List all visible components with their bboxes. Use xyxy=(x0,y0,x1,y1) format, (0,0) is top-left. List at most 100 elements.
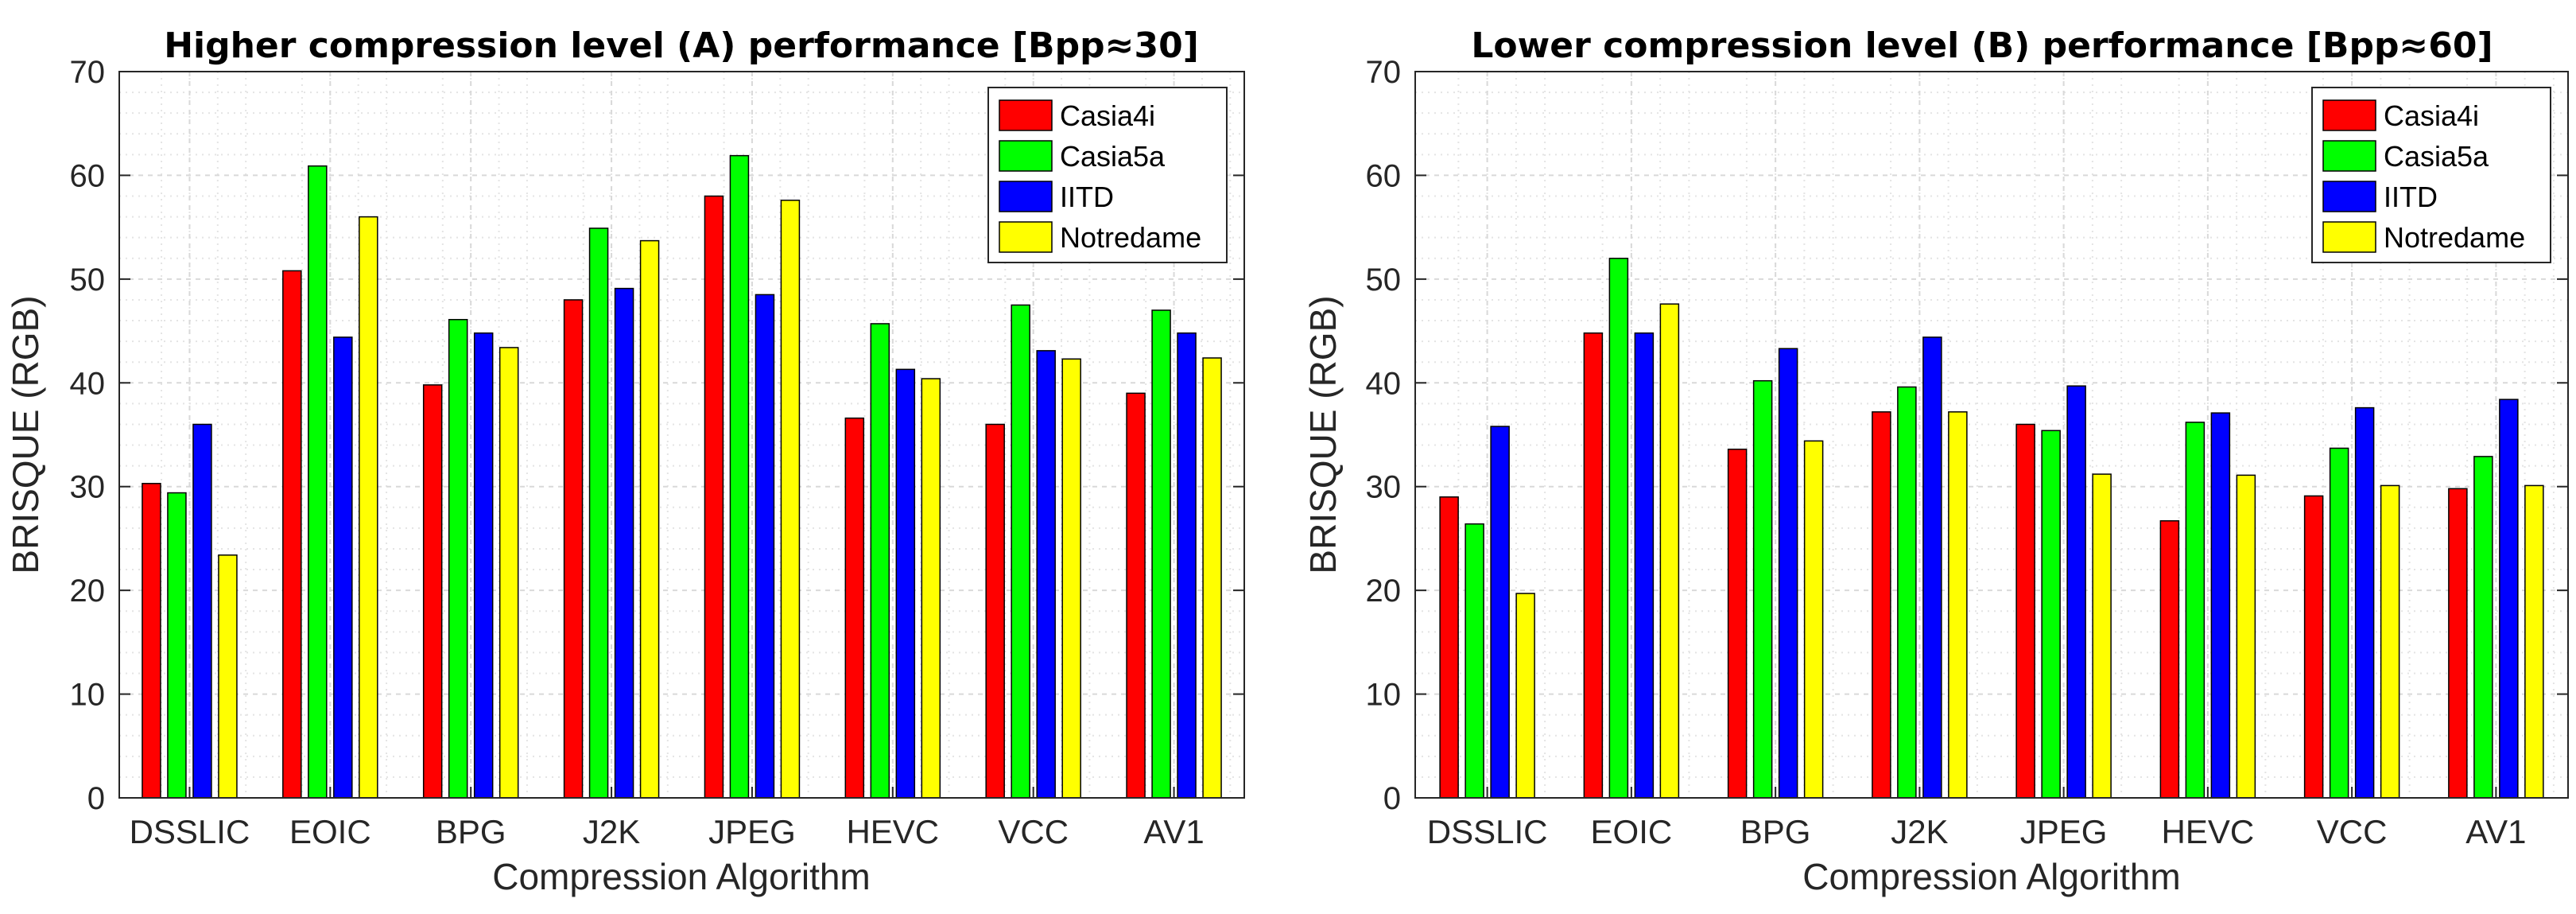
x-tick-label: BPG xyxy=(1740,813,1811,850)
y-tick-label: 50 xyxy=(1366,263,1402,298)
bar-iitd-dsslic xyxy=(1490,426,1510,799)
x-tick-label: EOIC xyxy=(289,813,371,850)
bar-iitd-j2k xyxy=(614,287,634,799)
y-tick-label: 0 xyxy=(87,781,105,816)
bar-casia4i-jpeg xyxy=(2015,423,2035,799)
bar-notredame-av1 xyxy=(2524,484,2544,799)
bar-notredame-hevc xyxy=(2236,474,2256,799)
bar-casia4i-av1 xyxy=(2448,488,2468,799)
bar-notredame-eoic xyxy=(359,216,378,799)
legend-label-notredame: Notredame xyxy=(2384,221,2525,254)
axes-box xyxy=(1414,71,2569,799)
bars xyxy=(1439,258,2544,799)
legend-swatch-casia5a xyxy=(999,140,1053,172)
x-ticks: DSSLIC EOIC BPG J2K JPEG HEVC VCC AV1 xyxy=(1427,787,2527,850)
legend-label-notredame: Notredame xyxy=(1060,221,1201,254)
legend-label-casia4i: Casia4i xyxy=(2384,99,2479,132)
x-tick-label: VCC xyxy=(2317,813,2388,850)
bar-casia5a-hevc xyxy=(870,323,890,799)
bar-casia5a-eoic xyxy=(1608,258,1629,799)
bar-iitd-vcc xyxy=(1036,350,1056,799)
chart-panel-a: 0 10 20 30 40 50 60 70 DSSLIC EOIC BPG J2K JPEG HEVC V… xyxy=(5,25,1245,897)
y-tick-label: 20 xyxy=(70,574,106,609)
bar-casia5a-jpeg xyxy=(2041,430,2061,799)
bar-casia4i-hevc xyxy=(2159,520,2180,799)
y-ticks: 0 10 20 30 40 50 60 70 xyxy=(1366,55,2568,816)
y-tick-label: 60 xyxy=(1366,158,1402,193)
bar-casia5a-jpeg xyxy=(729,154,750,799)
bar-iitd-j2k xyxy=(1922,336,1942,799)
bar-casia5a-vcc xyxy=(2329,447,2349,799)
bar-iitd-av1 xyxy=(1177,332,1197,799)
bar-casia4i-av1 xyxy=(1126,392,1146,799)
bar-notredame-vcc xyxy=(1061,358,1081,799)
bar-casia4i-vcc xyxy=(985,423,1005,799)
x-axis-label: Compression Algorithm xyxy=(1802,856,2181,897)
legend-swatch-iitd xyxy=(999,181,1053,212)
bar-iitd-dsslic xyxy=(192,423,212,799)
bar-casia4i-eoic xyxy=(282,270,302,799)
x-tick-label: HEVC xyxy=(2162,813,2255,850)
bar-casia4i-j2k xyxy=(563,299,584,799)
x-tick-label: J2K xyxy=(583,813,640,850)
bar-casia5a-eoic xyxy=(308,165,328,799)
bar-notredame-jpeg xyxy=(780,199,801,799)
legend-label-iitd: IITD xyxy=(1060,181,1114,213)
legend-label-casia5a: Casia5a xyxy=(2384,140,2489,173)
y-tick-label: 70 xyxy=(70,55,106,90)
y-tick-label: 70 xyxy=(1366,55,1402,90)
y-tick-label: 40 xyxy=(1366,366,1402,401)
y-axis-label: BRISQUE (RGB) xyxy=(1302,295,1344,574)
x-tick-label: EOIC xyxy=(1591,813,1673,850)
bar-casia5a-dsslic xyxy=(167,492,187,799)
bar-casia5a-j2k xyxy=(588,228,609,799)
legend-label-iitd: IITD xyxy=(2384,181,2438,213)
bar-casia5a-bpg xyxy=(1752,379,1773,799)
bar-iitd-bpg xyxy=(1778,348,1798,799)
legend-label-casia5a: Casia5a xyxy=(1060,140,1166,173)
bar-iitd-eoic xyxy=(1634,332,1655,799)
bar-notredame-jpeg xyxy=(2092,473,2112,799)
x-tick-label: VCC xyxy=(998,813,1069,850)
y-ticks: 0 10 20 30 40 50 60 70 xyxy=(70,55,1244,816)
y-tick-label: 30 xyxy=(70,470,106,505)
major-grid xyxy=(1415,72,2568,798)
bar-casia4i-dsslic xyxy=(142,483,161,799)
bar-notredame-bpg xyxy=(1803,440,1824,799)
bar-iitd-hevc xyxy=(2210,412,2231,799)
y-tick-label: 30 xyxy=(1366,470,1402,505)
bar-notredame-hevc xyxy=(921,378,941,799)
legend-swatch-casia4i xyxy=(2322,99,2376,131)
legend: Casia4i Casia5a IITD Notredame xyxy=(2311,87,2551,263)
bar-casia4i-dsslic xyxy=(1439,496,1459,799)
x-tick-label: JPEG xyxy=(708,813,796,850)
x-tick-label: AV1 xyxy=(2465,813,2526,850)
bar-casia5a-bpg xyxy=(448,318,468,799)
y-tick-label: 50 xyxy=(70,263,106,298)
legend-swatch-notredame xyxy=(999,221,1053,253)
bar-casia4i-hevc xyxy=(844,417,865,799)
chart-panel-b: 0 10 20 30 40 50 60 70 DSSLIC EOIC BPG J2K JPEG HEVC V… xyxy=(1302,25,2569,897)
y-tick-label: 20 xyxy=(1366,574,1402,609)
y-axis-label: BRISQUE (RGB) xyxy=(5,295,46,574)
chart-title: Higher compression level (A) performance… xyxy=(164,25,1199,66)
bar-notredame-bpg xyxy=(499,347,519,799)
bar-casia4i-jpeg xyxy=(704,195,724,799)
axes-box xyxy=(118,71,1245,799)
x-tick-label: AV1 xyxy=(1143,813,1204,850)
legend-swatch-casia5a xyxy=(2322,140,2376,172)
bar-notredame-j2k xyxy=(1948,411,1968,799)
bar-casia5a-j2k xyxy=(1897,386,1917,799)
y-tick-label: 60 xyxy=(70,158,106,193)
bar-casia5a-hevc xyxy=(2185,422,2206,799)
bar-casia4i-eoic xyxy=(1583,332,1604,799)
bar-iitd-jpeg xyxy=(755,294,775,799)
bar-casia5a-av1 xyxy=(2473,456,2493,799)
bar-iitd-vcc xyxy=(2354,406,2375,799)
bar-casia5a-dsslic xyxy=(1465,523,1484,799)
bar-casia4i-bpg xyxy=(1727,449,1748,799)
bar-notredame-dsslic xyxy=(1515,593,1535,799)
legend-swatch-casia4i xyxy=(999,99,1053,131)
bar-notredame-eoic xyxy=(1659,303,1680,799)
